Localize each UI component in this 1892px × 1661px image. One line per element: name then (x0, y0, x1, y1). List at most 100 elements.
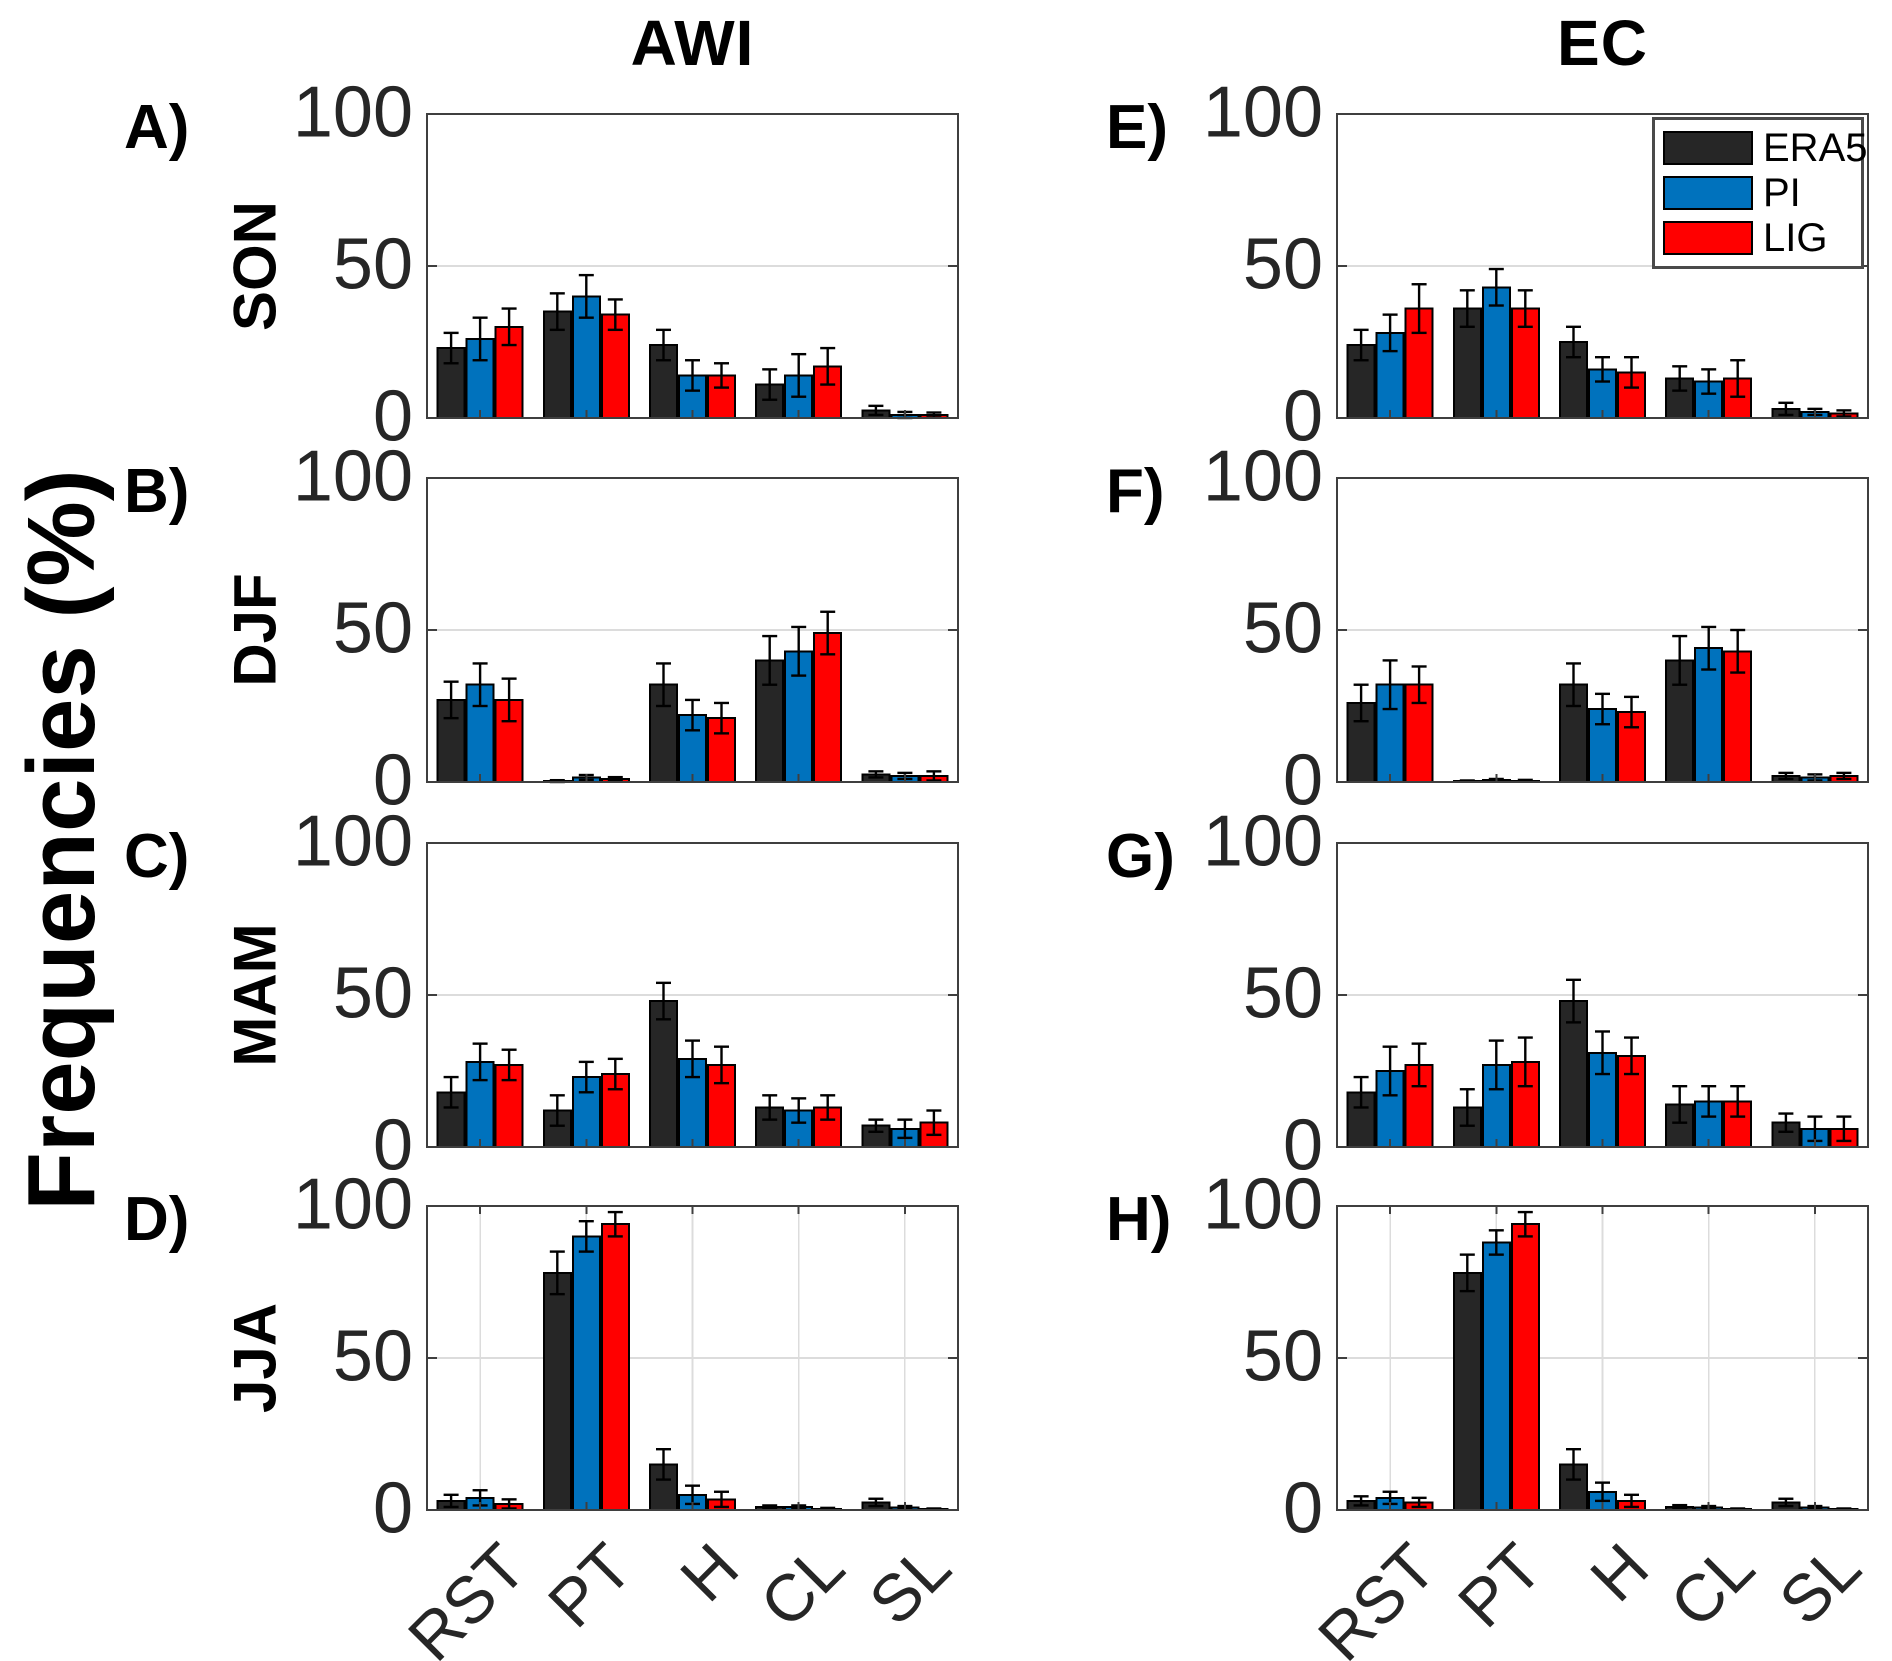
errorbar-PI-PT (578, 273, 594, 319)
legend-item-pi: PI (1663, 173, 1853, 213)
panel-plot-H (1335, 1204, 1870, 1512)
legend-swatch-lig (1663, 220, 1753, 255)
panel-label-E: E) (1106, 93, 1168, 162)
errorbar-ERA5-SL (868, 770, 884, 779)
axis-ticks (427, 629, 958, 782)
errorbar-LIG-H (714, 701, 729, 735)
errorbar-LIG-RST (501, 677, 517, 723)
errorbar-ERA5-CL (1672, 365, 1688, 392)
legend-label-lig: LIG (1763, 215, 1828, 260)
errorbar-PI-CL (791, 352, 807, 398)
errorbar-ERA5-CL (1672, 1084, 1688, 1124)
errorbar-PI-PT (1488, 1229, 1504, 1256)
bar-LIG-H (707, 717, 736, 784)
y-tick-label-C-100: 100 (292, 801, 413, 882)
x-tick-label-AWI-RST: RST (393, 1529, 540, 1661)
errorbar-ERA5-CL (1672, 1503, 1688, 1510)
errorbar-LIG-CL (820, 610, 836, 656)
y-axis-label: Frequencies (%) (8, 469, 115, 1211)
bar-LIG-PT (1510, 1223, 1540, 1512)
errorbar-PI-H (1595, 692, 1610, 726)
errorbar-LIG-CL (1730, 1084, 1746, 1118)
errorbar-LIG-RST (1411, 1496, 1427, 1509)
errorbar-PI-H (685, 1039, 700, 1079)
errorbar-ERA5-H (656, 1447, 671, 1481)
errorbar-ERA5-CL (762, 634, 778, 686)
errorbar-LIG-RST (501, 307, 517, 347)
errorbar-ERA5-RST (1353, 1495, 1369, 1507)
errorbar-LIG-RST (1411, 283, 1427, 335)
errorbar-ERA5-RST (443, 1493, 459, 1509)
errorbar-LIG-H (1624, 355, 1639, 389)
panel-plot-D (425, 1204, 960, 1512)
errorbar-ERA5-RST (1353, 683, 1369, 723)
errorbar-LIG-H (1624, 695, 1639, 729)
errorbar-ERA5-RST (1353, 1075, 1369, 1109)
errorbar-LIG-RST (501, 1048, 517, 1082)
axis-ticks (1337, 1206, 1868, 1510)
errorbar-ERA5-CL (1672, 634, 1688, 686)
errorbar-ERA5-PT (549, 1094, 565, 1127)
errorbar-PI-PT (578, 1060, 594, 1094)
errorbar-LIG-PT (1517, 1036, 1533, 1088)
errorbar-PI-RST (1382, 1045, 1398, 1097)
y-tick-label-G-50: 50 (1242, 953, 1323, 1034)
errorbar-LIG-SL (926, 770, 942, 782)
errorbar-ERA5-SL (1778, 401, 1794, 417)
panel-plot-F (1335, 476, 1870, 784)
errorbar-ERA5-SL (1778, 1497, 1794, 1508)
errorbar-LIG-H (1624, 1493, 1639, 1509)
errorbar-LIG-CL (820, 1094, 836, 1121)
errorbar-ERA5-H (656, 981, 671, 1021)
axis-box (1335, 476, 1870, 784)
bar-ERA5-H (649, 1000, 678, 1148)
errorbar-LIG-CL (820, 346, 836, 386)
bar-LIG-CL (813, 632, 843, 783)
y-tick-label-H-50: 50 (1242, 1316, 1323, 1397)
errorbar-LIG-SL (1836, 771, 1852, 781)
y-tick-label-E-0: 0 (1282, 376, 1323, 457)
errorbar-PI-RST (472, 1042, 488, 1082)
errorbar-LIG-H (714, 362, 729, 389)
errorbar-LIG-RST (501, 1498, 517, 1510)
errorbar-ERA5-CL (762, 368, 778, 401)
y-tick-label-G-100: 100 (1202, 801, 1323, 882)
legend: ERA5 PI LIG (1652, 117, 1868, 269)
errorbar-ERA5-PT (1459, 1088, 1475, 1127)
y-tick-label-F-0: 0 (1282, 740, 1323, 821)
errorbar-PI-CL (1701, 368, 1717, 395)
axis-ticks (427, 994, 958, 1147)
y-tick-label-E-100: 100 (1202, 72, 1323, 153)
errorbar-LIG-PT (1517, 289, 1533, 329)
column-title-awi: AWI (630, 7, 755, 79)
panel-label-D: D) (124, 1185, 190, 1254)
panel-plot-A (425, 112, 960, 420)
axis-box (425, 476, 960, 784)
errorbar-LIG-CL (1730, 359, 1746, 398)
errorbar-PI-H (685, 698, 700, 732)
errorbar-PI-CL (1701, 625, 1717, 671)
y-tick-label-F-100: 100 (1202, 436, 1323, 517)
bar-PI-PT (571, 1235, 601, 1512)
errorbar-ERA5-SL (1778, 1112, 1794, 1133)
errorbar-LIG-PT (607, 1057, 623, 1091)
errorbar-ERA5-CL (762, 1504, 778, 1510)
y-tick-label-D-50: 50 (332, 1316, 413, 1397)
panel-label-F: F) (1106, 457, 1165, 526)
axis-box (1335, 112, 1870, 420)
errorbar-LIG-PT (1517, 1210, 1533, 1238)
panel-label-B: B) (124, 457, 190, 526)
errorbar-LIG-RST (1411, 665, 1427, 705)
errorbar-PI-RST (472, 316, 488, 362)
legend-item-era5: ERA5 (1663, 128, 1868, 168)
errorbar-ERA5-PT (549, 1250, 565, 1296)
y-tick-label-A-100: 100 (292, 72, 413, 153)
errorbar-ERA5-H (1566, 978, 1581, 1024)
errorbar-ERA5-SL (868, 1497, 884, 1508)
panel-label-C: C) (124, 822, 190, 891)
legend-label-pi: PI (1763, 170, 1801, 215)
y-tick-label-G-0: 0 (1282, 1105, 1323, 1186)
axis-box (425, 112, 960, 420)
y-tick-label-A-50: 50 (332, 224, 413, 305)
